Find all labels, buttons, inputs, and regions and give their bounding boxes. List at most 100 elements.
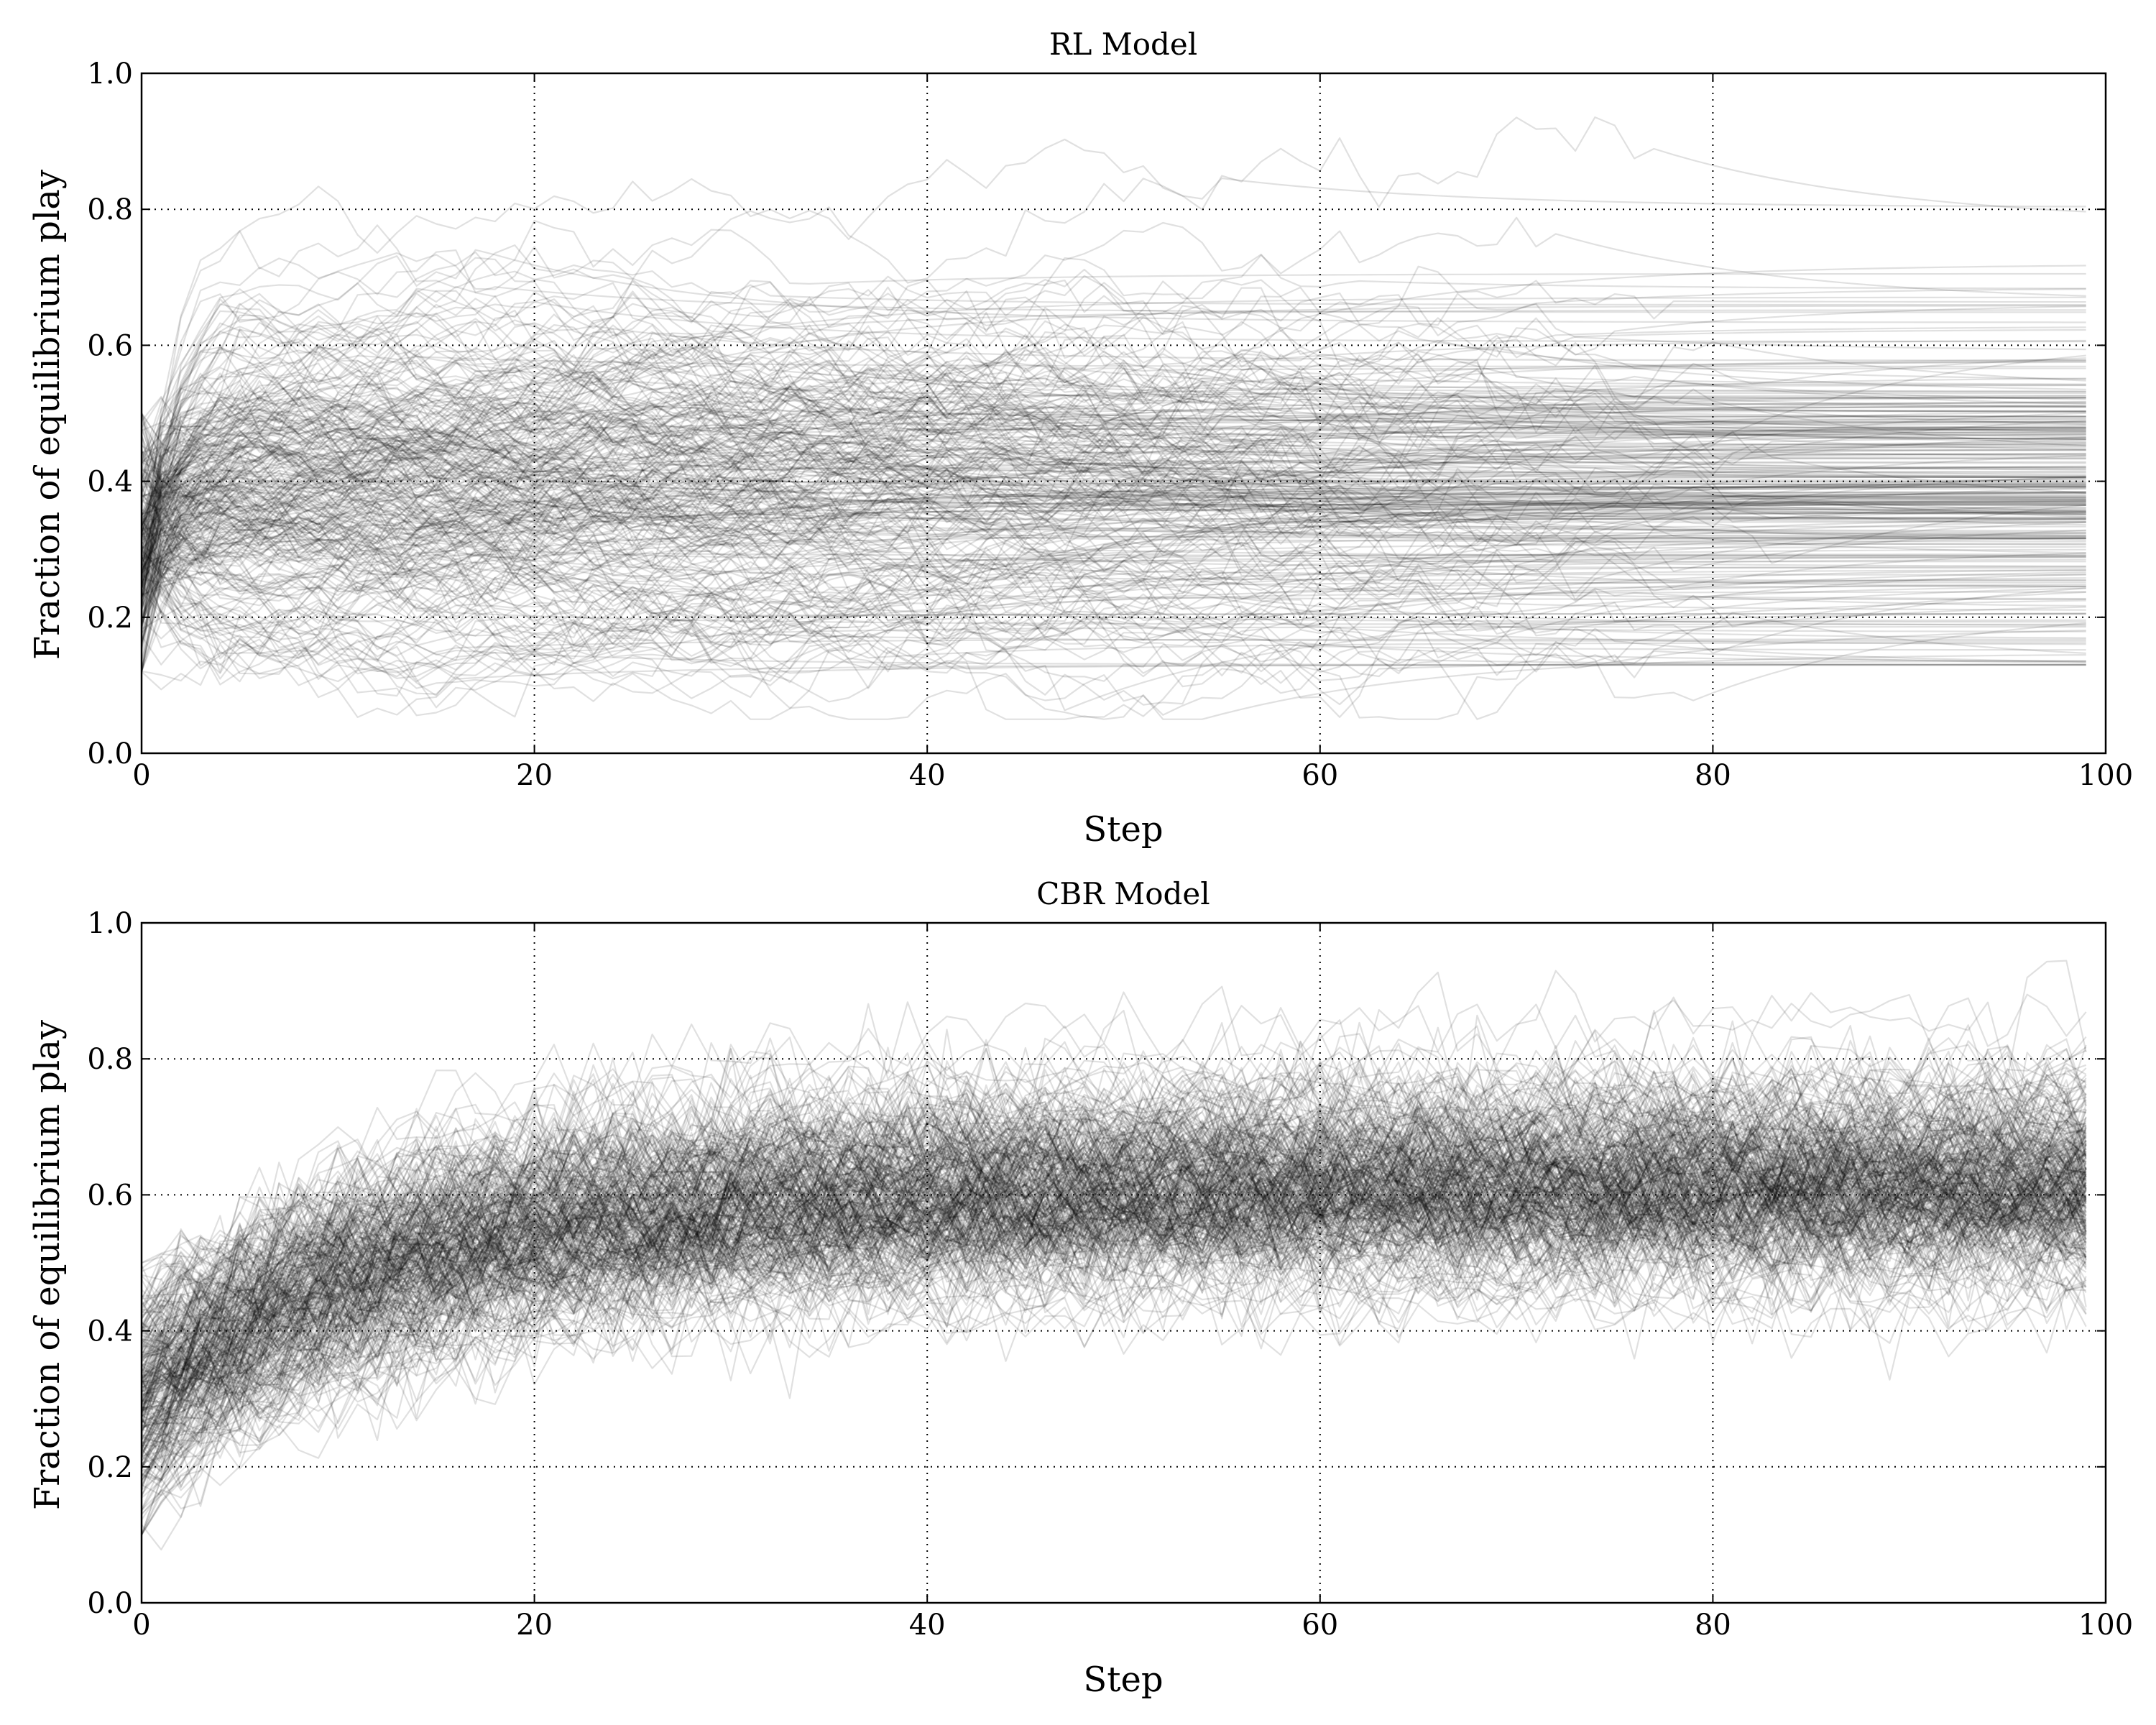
cbr-model-series-line <box>141 1126 2087 1411</box>
cbr-model-series-line <box>140 1223 2087 1535</box>
rl-model-series-line <box>141 432 2086 546</box>
cbr-model-y-tick-label: 0.8 <box>87 1043 133 1076</box>
cbr-model-series-line <box>141 1147 2087 1360</box>
rl-model-y-tick-label: 0.0 <box>87 737 133 770</box>
rl-model-series-line <box>140 438 2086 561</box>
cbr-model-series-line <box>141 1090 2087 1404</box>
cbr-model-series-line <box>141 1070 2087 1410</box>
rl-model-x-tick-label: 0 <box>132 759 150 792</box>
rl-model-series-line <box>140 138 2086 651</box>
cbr-model-series-line <box>141 1107 2087 1391</box>
cbr-model-series-line <box>140 1210 2087 1424</box>
cbr-model-series-line <box>140 1136 2086 1413</box>
rl-model-x-tick-label: 20 <box>516 759 553 792</box>
cbr-model-series-line <box>141 1184 2087 1368</box>
rl-model-series-line <box>140 461 2086 616</box>
rl-model-series-line <box>141 451 2086 540</box>
cbr-model-series-line <box>140 1095 2086 1468</box>
rl-model-series-line <box>141 443 2086 566</box>
cbr-model-series-line <box>141 1195 2087 1380</box>
cbr-model-series-line <box>141 1164 2087 1473</box>
cbr-model-series-line <box>141 1138 2086 1324</box>
cbr-model-series-line <box>141 1031 2087 1329</box>
rl-model-series-line <box>141 457 2086 599</box>
rl-model-series-line <box>141 358 2086 526</box>
cbr-model-series-line <box>140 1105 2087 1412</box>
cbr-model-series-line <box>141 1154 2086 1337</box>
cbr-model-series-line <box>141 1052 2087 1344</box>
cbr-model-series-line <box>141 1110 2087 1402</box>
cbr-model-series-line <box>141 1194 2087 1422</box>
cbr-model-x-tick-label: 80 <box>1695 1609 1731 1642</box>
rl-model-series-line <box>141 378 2086 498</box>
rl-model-series-line <box>140 393 2086 672</box>
cbr-model-series-line <box>141 1147 2087 1392</box>
cbr-model-series-line <box>141 1160 2087 1315</box>
cbr-model-series-line <box>141 1263 2086 1388</box>
cbr-model-series-line <box>141 1127 2087 1535</box>
cbr-model-series-line <box>141 1086 2087 1358</box>
cbr-model-series-line <box>141 1182 2087 1507</box>
rl-model-series-line <box>140 351 2086 589</box>
cbr-model-series-line <box>141 1117 2087 1345</box>
cbr-model-series-line <box>141 1157 2087 1404</box>
cbr-model-series-line <box>141 1118 2087 1393</box>
rl-model-series-line <box>141 469 2086 584</box>
cbr-model-series-line <box>141 1121 2087 1417</box>
rl-model-series-line <box>140 539 2086 696</box>
rl-model-series-line <box>140 413 2086 673</box>
rl-model-series-line <box>140 415 2086 672</box>
cbr-model-lines <box>140 960 2087 1551</box>
rl-model-series-line <box>140 511 2086 645</box>
cbr-model-x-tick-label: 60 <box>1302 1609 1338 1642</box>
cbr-model-series-line <box>141 1098 2087 1345</box>
rl-model-series-line <box>140 450 2086 679</box>
rl-model-series-line <box>140 474 2086 648</box>
rl-model-series-line <box>140 400 2086 579</box>
cbr-model-series-line <box>141 971 2087 1407</box>
rl-model-series-line <box>140 371 2086 520</box>
cbr-model-series-line <box>141 1074 2087 1535</box>
rl-model-series-line <box>141 353 2086 532</box>
cbr-model-series-line <box>141 1097 2087 1271</box>
rl-model-y-tick-label: 0.8 <box>87 193 133 226</box>
rl-model-series-line <box>141 541 2086 633</box>
rl-model-series-line <box>140 372 2086 672</box>
cbr-model-series-line <box>141 1226 2087 1496</box>
rl-model-series-line <box>140 468 2086 643</box>
rl-model-series-line <box>141 362 2086 517</box>
rl-model-series-line <box>141 559 2086 661</box>
rl-model-series-line <box>140 473 2086 598</box>
cbr-model-series-line <box>141 1172 2087 1521</box>
cbr-model-series-line <box>141 1118 2087 1404</box>
cbr-model-series-line <box>141 1137 2087 1287</box>
cbr-model-series-line <box>141 1107 2087 1468</box>
cbr-model-series-line <box>141 1150 2087 1460</box>
cbr-model-series-line <box>141 1048 2087 1495</box>
cbr-model-series-line <box>141 1156 2087 1407</box>
cbr-model-series-line <box>141 1029 2087 1425</box>
cbr-model-series-line <box>140 1048 2087 1458</box>
cbr-model-series-line <box>141 1199 2087 1489</box>
cbr-model-series-line <box>141 1120 2087 1396</box>
rl-model-series-line <box>140 427 2086 635</box>
cbr-model-series-line <box>140 1121 2087 1439</box>
rl-model-series-line <box>140 448 2086 605</box>
cbr-model-series-line <box>141 1092 2087 1535</box>
rl-model-series-line <box>141 403 2086 490</box>
cbr-model-series-line <box>141 1095 2086 1298</box>
cbr-model-series-line <box>141 1162 2087 1511</box>
rl-model-series-line <box>140 478 2086 625</box>
cbr-model-series-line <box>141 1088 2087 1405</box>
rl-model-series-line <box>140 522 2086 720</box>
cbr-model-series-line <box>140 1037 2087 1438</box>
rl-model-series-line <box>140 439 2086 626</box>
cbr-model-series-line <box>141 1045 2086 1331</box>
cbr-model-series-line <box>141 1154 2087 1514</box>
cbr-model-series-line <box>141 1177 2086 1406</box>
rl-model-series-line <box>140 372 2086 561</box>
cbr-model-series-line <box>141 1160 2087 1467</box>
cbr-model-series-line <box>141 1130 2087 1425</box>
rl-model-series-line <box>140 372 2086 494</box>
rl-model-series-line <box>141 510 2086 641</box>
